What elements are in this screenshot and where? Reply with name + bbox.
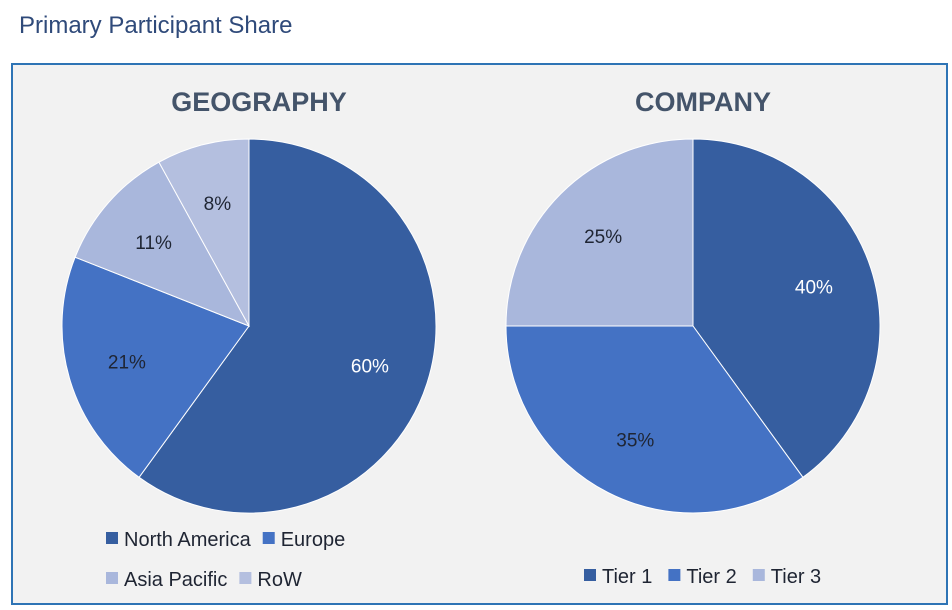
pie-slice-north-america — [138, 138, 437, 514]
legend-label-asia-pacific: Asia Pacific — [124, 569, 227, 591]
legend-swatch-europe — [262, 532, 275, 544]
data-label-tier-1: 40% — [795, 278, 833, 299]
geography-pie: 60% 21% 11% 8% — [61, 138, 437, 514]
legend-swatch-asia-pacific — [106, 572, 118, 584]
data-label-tier-2: 35% — [616, 430, 654, 451]
geography-chart-title: GEOGRAPHY — [171, 87, 347, 117]
pie-slice-asia-pacific — [74, 161, 251, 327]
company-pie: 40% 35% 25% — [505, 138, 881, 514]
legend-label-row: RoW — [257, 569, 302, 591]
legend-swatch-row — [239, 572, 252, 584]
legend-label-north-america: North America — [124, 529, 252, 551]
legend-swatch-north-america — [106, 532, 118, 544]
pie-slice-tier-1 — [692, 138, 881, 478]
pie-slice-tier-2 — [505, 325, 804, 514]
legend-label-tier-2: Tier 2 — [686, 566, 736, 588]
company-legend: Tier 1 Tier 2 Tier 3 — [584, 566, 821, 588]
data-label-europe: 21% — [108, 353, 146, 374]
legend-swatch-tier-1 — [584, 569, 596, 581]
legend-label-europe: Europe — [281, 529, 346, 551]
data-label-asia-pacific: 11% — [135, 233, 172, 254]
company-chart-title: COMPANY — [635, 87, 771, 117]
pie-slice-europe — [61, 256, 250, 478]
geography-legend: North America Europe Asia Pacific RoW — [106, 529, 345, 591]
legend-label-tier-3: Tier 3 — [771, 566, 821, 588]
pie-slice-row — [158, 138, 250, 327]
data-label-row: 8% — [204, 194, 232, 215]
pie-slice-tier-3 — [505, 138, 694, 327]
data-label-tier-3: 25% — [584, 227, 622, 248]
legend-swatch-tier-2 — [668, 569, 681, 581]
data-label-north-america: 60% — [351, 356, 389, 377]
legend-swatch-tier-3 — [752, 569, 765, 581]
legend-label-tier-1: Tier 1 — [602, 566, 652, 588]
page-title: Primary Participant Share — [19, 12, 293, 39]
